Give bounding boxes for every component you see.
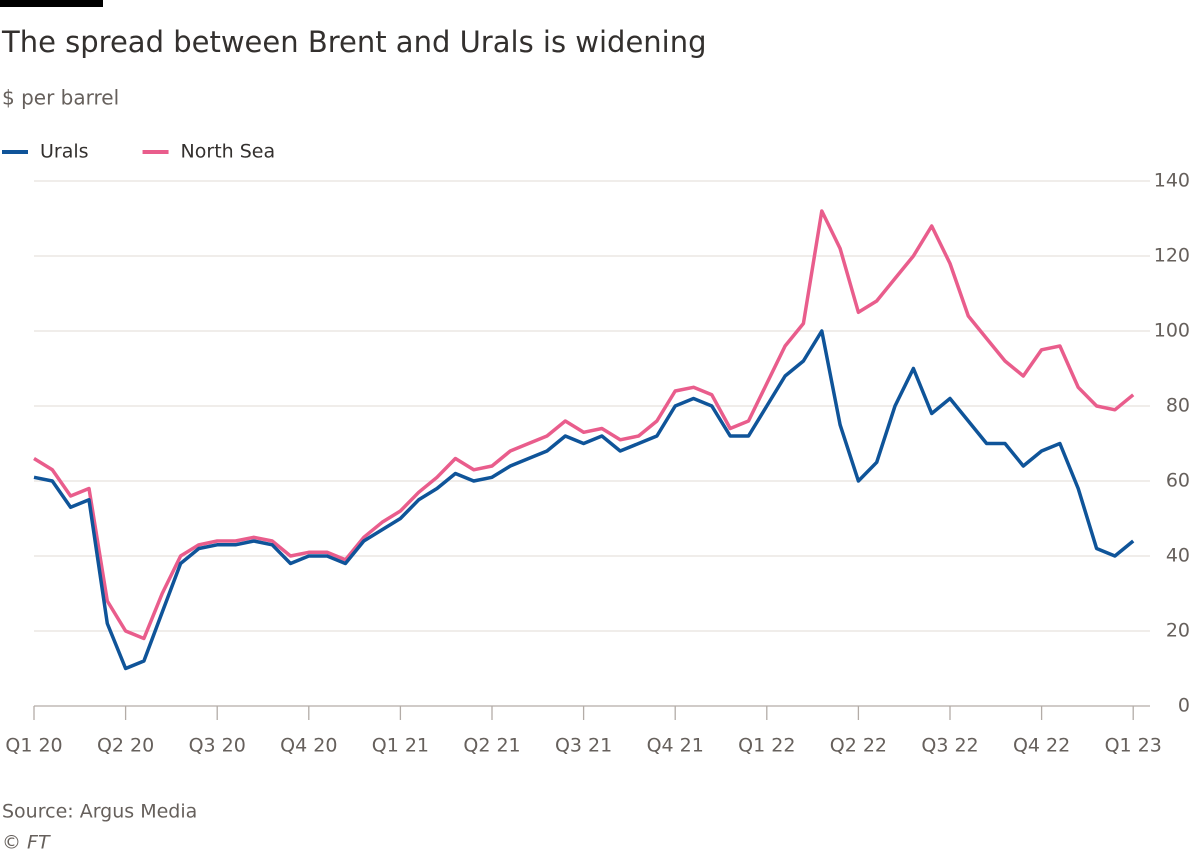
x-tick-label: Q3 20: [189, 735, 246, 757]
x-tick-label: Q3 21: [555, 735, 612, 757]
y-tick-label: 120: [1154, 245, 1190, 267]
series-line: [33, 209, 1135, 641]
x-tick-label: Q2 21: [463, 735, 520, 757]
source: Source: Argus Media: [2, 801, 197, 823]
x-tick-label: Q3 22: [921, 735, 978, 757]
chart-title: The spread between Brent and Urals is wi…: [1, 25, 707, 59]
x-tick-label: Q1 21: [372, 735, 429, 757]
x-tick-label: Q1 20: [5, 735, 62, 757]
x-tick-label: Q2 22: [830, 735, 887, 757]
y-tick-label: 20: [1166, 620, 1190, 642]
legend-label: Urals: [40, 141, 89, 163]
credit: © FT: [2, 832, 51, 854]
legend: Urals North Sea: [2, 141, 275, 163]
legend-label: North Sea: [181, 141, 276, 163]
series-line: [33, 329, 1135, 671]
y-tick-label: 100: [1154, 320, 1190, 342]
y-tick-label: 60: [1166, 470, 1190, 492]
x-tick-label: Q4 20: [280, 735, 337, 757]
y-tick-label: 80: [1166, 395, 1190, 417]
y-tick-label: 140: [1154, 170, 1190, 192]
x-tick-label: Q4 22: [1013, 735, 1070, 757]
x-tick-label: Q4 21: [647, 735, 704, 757]
brand-bar: [0, 0, 103, 7]
x-tick-label: Q2 20: [97, 735, 154, 757]
y-tick-label: 40: [1166, 545, 1190, 567]
x-tick-label: Q1 22: [738, 735, 795, 757]
y-tick-label: 0: [1178, 695, 1190, 717]
x-tick-label: Q1 23: [1105, 735, 1162, 757]
chart-subtitle: $ per barrel: [2, 86, 119, 110]
